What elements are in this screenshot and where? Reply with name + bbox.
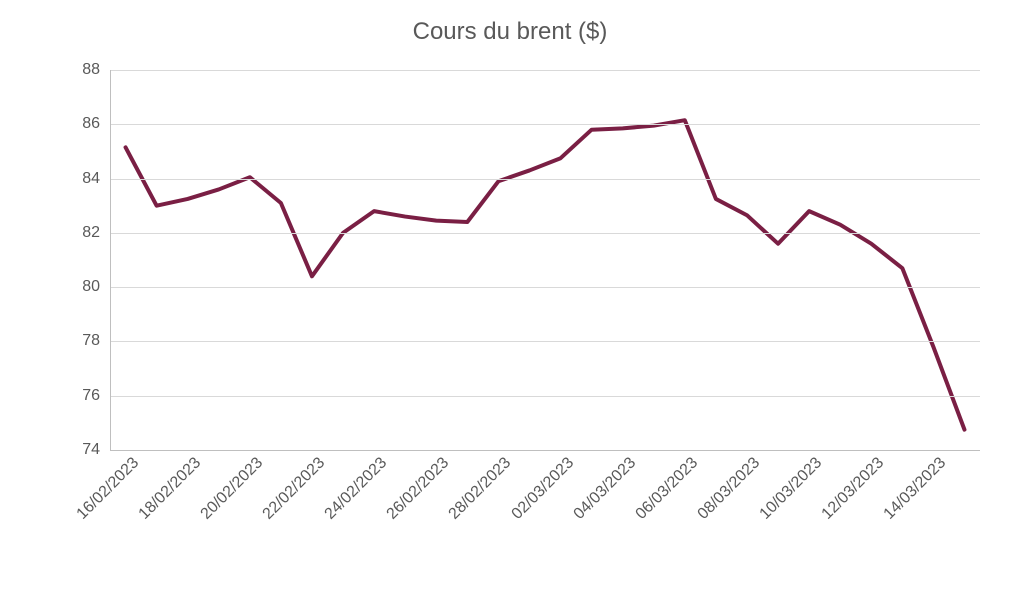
y-tick-label: 80 <box>82 278 110 296</box>
y-tick-label: 84 <box>82 170 110 188</box>
x-tick-label: 16/02/2023 <box>69 450 143 524</box>
x-tick-label: 28/02/2023 <box>442 450 516 524</box>
gridline <box>110 450 980 451</box>
gridline <box>110 179 980 180</box>
gridline <box>110 70 980 71</box>
y-tick-label: 76 <box>82 387 110 405</box>
x-tick-label: 22/02/2023 <box>255 450 329 524</box>
y-tick-label: 82 <box>82 224 110 242</box>
y-tick-label: 86 <box>82 115 110 133</box>
chart-title: Cours du brent ($) <box>0 18 1020 46</box>
gridline <box>110 287 980 288</box>
gridline <box>110 124 980 125</box>
line-layer <box>110 70 980 450</box>
x-tick-label: 08/03/2023 <box>690 450 764 524</box>
x-tick-label: 14/03/2023 <box>877 450 951 524</box>
y-tick-label: 78 <box>82 332 110 350</box>
x-tick-label: 20/02/2023 <box>193 450 267 524</box>
gridline <box>110 341 980 342</box>
plot-area: 747678808284868816/02/202318/02/202320/0… <box>110 70 980 450</box>
chart-container: Cours du brent ($) 747678808284868816/02… <box>0 0 1020 602</box>
x-tick-label: 04/03/2023 <box>566 450 640 524</box>
x-tick-label: 26/02/2023 <box>380 450 454 524</box>
y-tick-label: 88 <box>82 61 110 79</box>
x-tick-label: 18/02/2023 <box>131 450 205 524</box>
x-tick-label: 10/03/2023 <box>752 450 826 524</box>
series-line <box>126 120 965 429</box>
x-tick-label: 24/02/2023 <box>317 450 391 524</box>
x-tick-label: 12/03/2023 <box>815 450 889 524</box>
y-tick-label: 74 <box>82 441 110 459</box>
y-axis-line <box>110 70 111 450</box>
gridline <box>110 396 980 397</box>
gridline <box>110 233 980 234</box>
x-tick-label: 06/03/2023 <box>628 450 702 524</box>
x-tick-label: 02/03/2023 <box>504 450 578 524</box>
